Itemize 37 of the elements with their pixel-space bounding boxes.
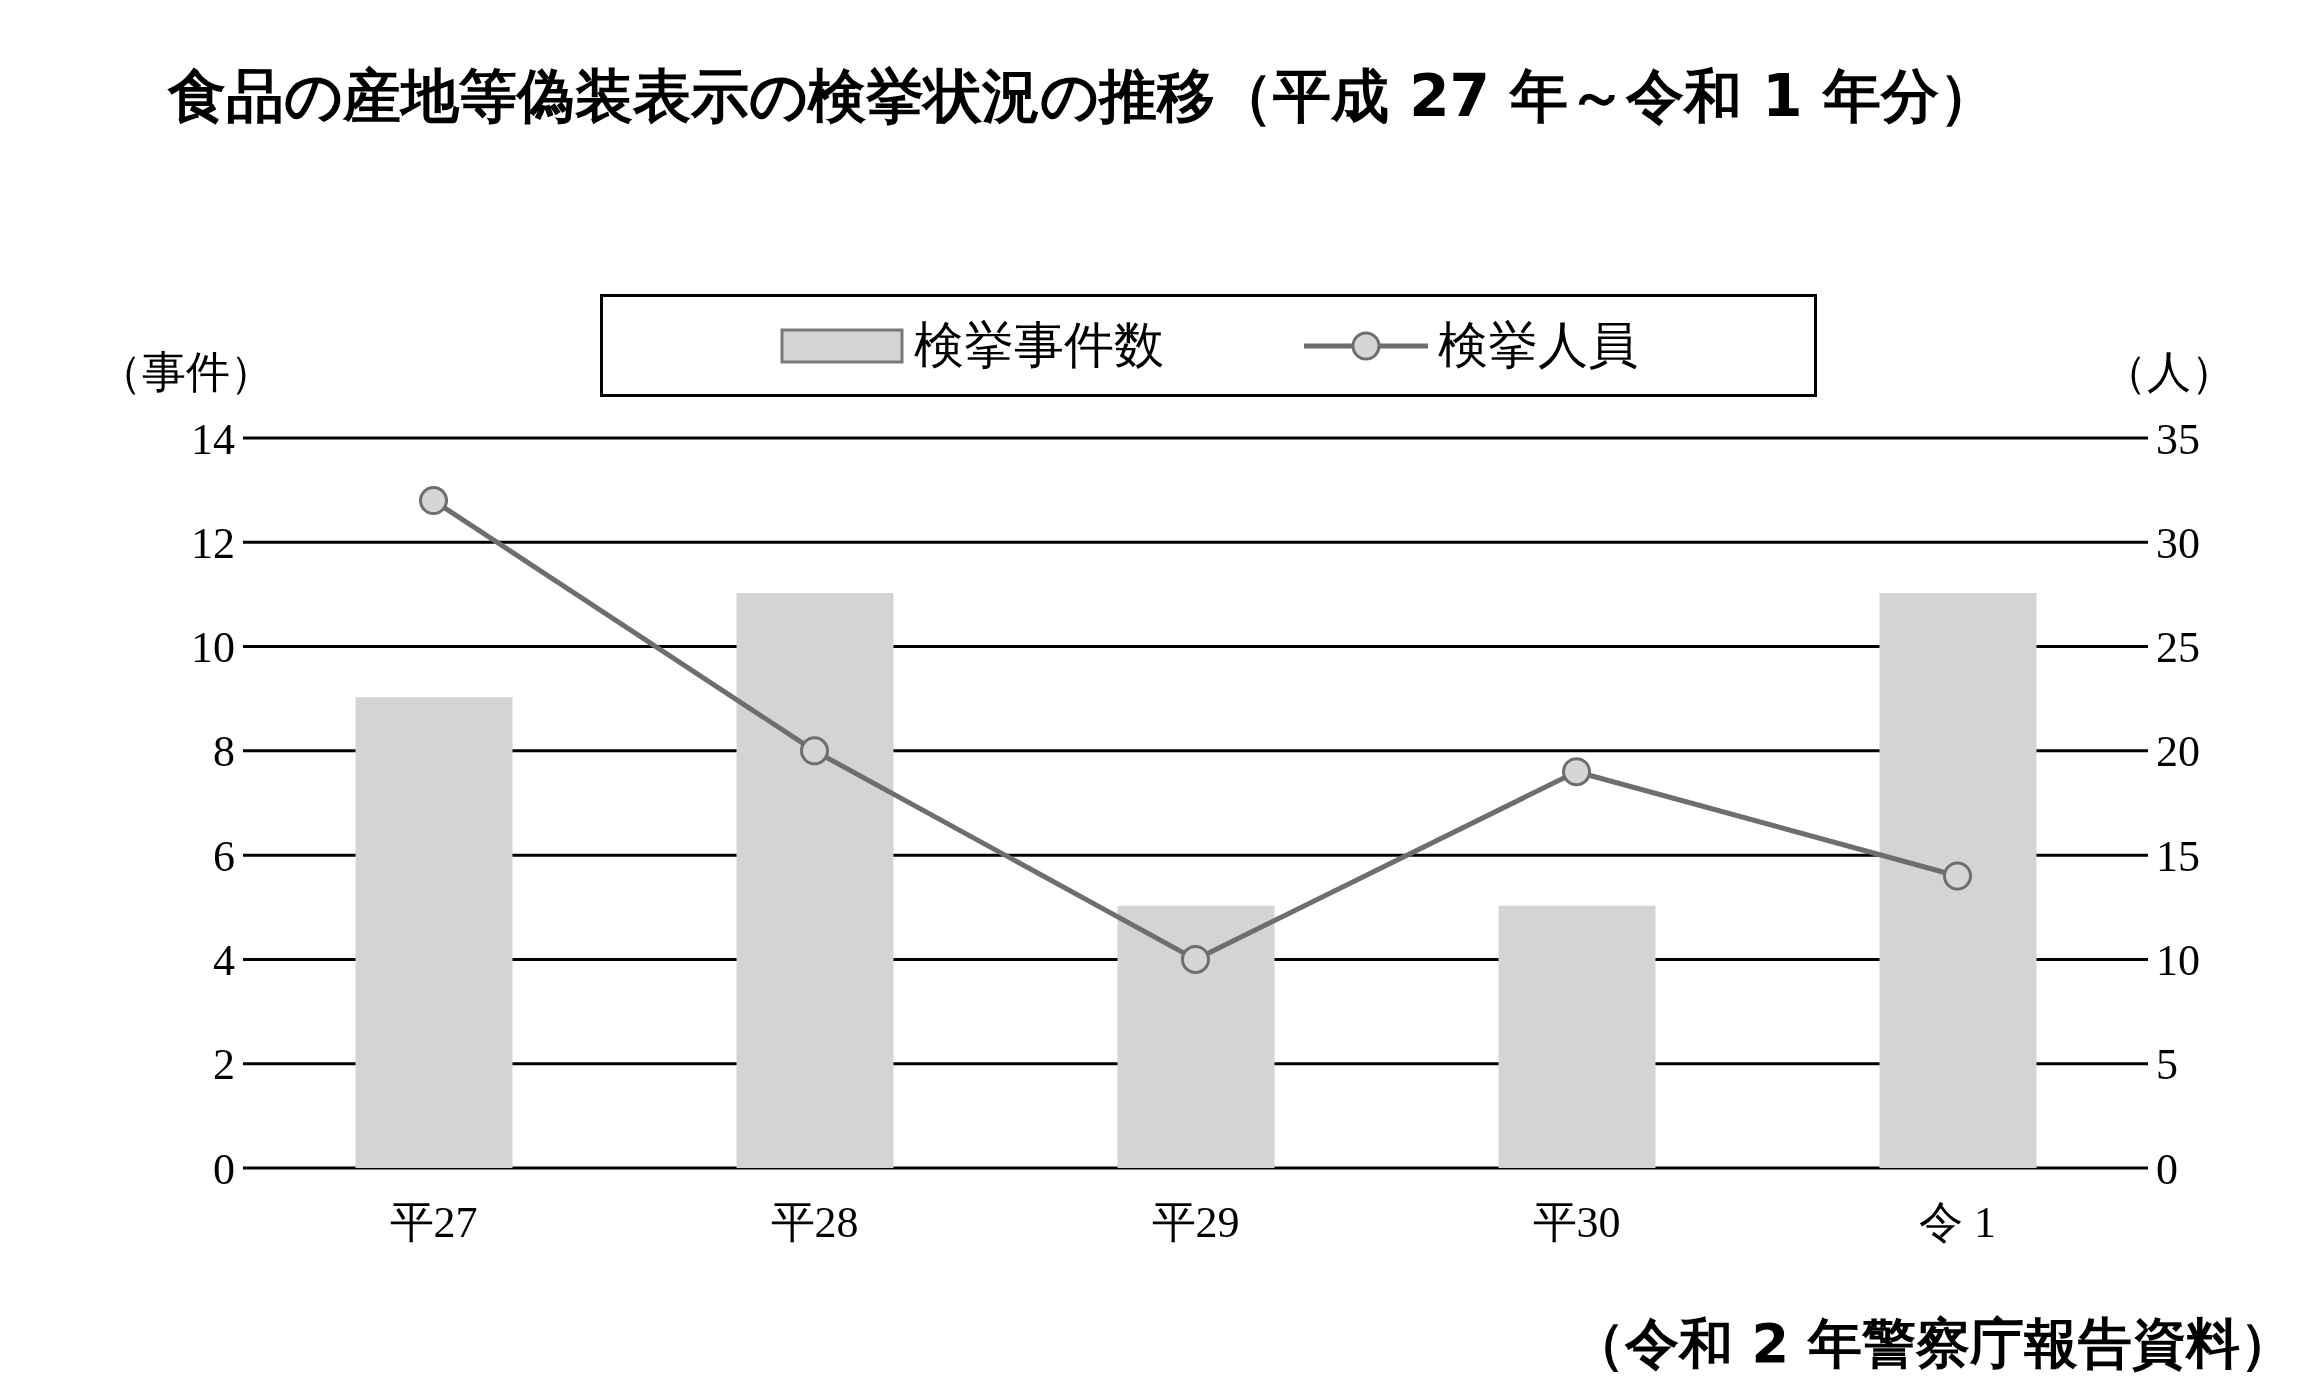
y2-axis-title: （人） — [2103, 347, 2235, 399]
y-tick-label: 12 — [191, 518, 235, 568]
bar — [1117, 905, 1275, 1168]
point — [1943, 861, 1972, 891]
legend-label: 検挙事件数 — [913, 316, 1164, 375]
y-tick-label: 0 — [213, 1144, 235, 1194]
y-axis-title: （事件） — [98, 347, 274, 399]
point — [800, 736, 829, 766]
bar — [1498, 905, 1656, 1168]
y-tick-label: 4 — [213, 936, 235, 986]
bar — [1879, 592, 2037, 1168]
x-tick-label: 平29 — [1151, 1198, 1240, 1248]
x-tick-label: 平28 — [770, 1198, 859, 1248]
y-tick-label: 14 — [191, 414, 235, 464]
y2-tick-label: 20 — [2156, 727, 2200, 777]
bar — [355, 697, 513, 1168]
point — [1562, 757, 1591, 787]
y2-tick-label: 25 — [2156, 623, 2200, 673]
y2-tick-label: 30 — [2156, 518, 2200, 568]
y2-tick-label: 0 — [2156, 1144, 2178, 1194]
y-tick-label: 10 — [191, 623, 235, 673]
x-tick-label: 平27 — [389, 1198, 478, 1248]
bar — [736, 592, 894, 1168]
y-tick-label: 8 — [213, 727, 235, 777]
y2-tick-label: 35 — [2156, 414, 2200, 464]
x-tick-label: 平30 — [1532, 1198, 1621, 1248]
point — [419, 486, 448, 516]
y2-tick-label: 10 — [2156, 936, 2200, 986]
text: （令和 2 年警察庁報告資料） — [1570, 1311, 2294, 1377]
y2-tick-label: 5 — [2156, 1040, 2178, 1090]
x-tick-label: 令 1 — [1919, 1198, 1996, 1248]
y-tick-label: 6 — [213, 831, 235, 881]
y-tick-label: 2 — [213, 1040, 235, 1090]
legend-label: 検挙人員 — [1437, 316, 1638, 375]
y2-tick-label: 15 — [2156, 831, 2200, 881]
point — [1181, 944, 1210, 974]
chart-title: 食品の産地等偽装表示の検挙状況の推移（平成 27 年～令和 1 年分） — [168, 61, 1997, 132]
